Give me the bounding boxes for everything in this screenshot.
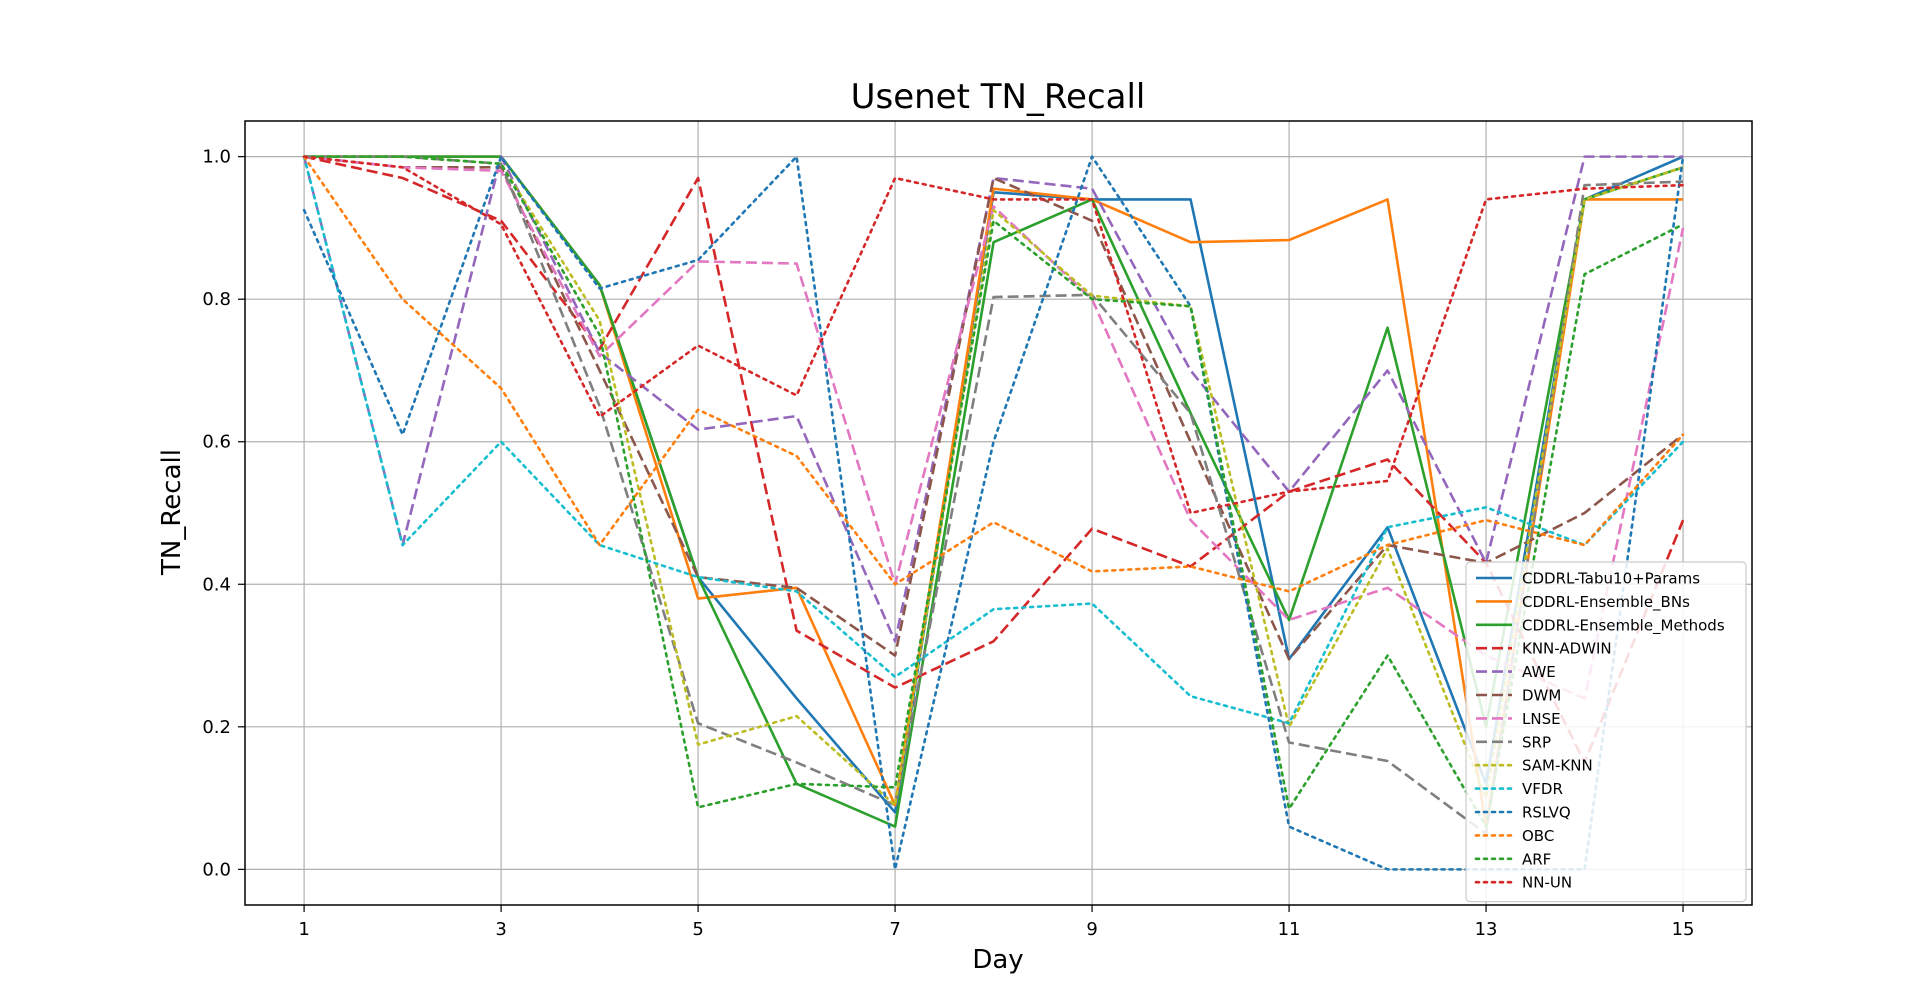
- legend: CDDRL-Tabu10+Params CDDRL-Ensemble_BNs CDD…: [1465, 561, 1747, 903]
- y-tick-label: 0.4: [202, 574, 231, 595]
- axis-ticks: 1 3 5 7 9 11 13 150.00.20.40.60.81.0: [202, 147, 1694, 940]
- series-line-knn-adwin: [303, 155, 1685, 764]
- x-tick-label: 15: [1672, 919, 1695, 940]
- legend-label: SRP: [1522, 733, 1551, 751]
- legend-label: VFDR: [1522, 780, 1563, 798]
- y-tick-label: 0.2: [202, 717, 231, 738]
- legend-label: LNSE: [1522, 710, 1561, 728]
- legend-label: SAM-KNN: [1522, 757, 1593, 775]
- series-line-sam-knn: [302, 155, 1685, 807]
- series-line-nn-un: [302, 155, 1685, 515]
- y-tick-label: 0.0: [202, 859, 231, 880]
- x-tick-label: 13: [1475, 919, 1498, 940]
- series-lines: [302, 155, 1685, 871]
- series-line-srp: [304, 155, 1684, 836]
- y-tick-label: 0.6: [202, 432, 231, 453]
- x-tick-label: 3: [495, 919, 506, 940]
- x-tick-label: 5: [692, 919, 703, 940]
- legend-label: ARF: [1522, 850, 1551, 868]
- x-tick-label: 7: [889, 919, 900, 940]
- legend-label: CDDRL-Ensemble_BNs: [1522, 593, 1690, 612]
- legend-label: CDDRL-Ensemble_Methods: [1522, 616, 1725, 635]
- y-axis-label: TN_Recall: [157, 449, 187, 576]
- legend-label: CDDRL-Tabu10+Params: [1522, 570, 1700, 588]
- series-line-obc: [302, 155, 1685, 593]
- series-line-rslvq: [302, 155, 1685, 871]
- legend-label: NN-UN: [1522, 874, 1572, 892]
- y-tick-label: 1.0: [202, 147, 231, 168]
- series-line-vfdr: [302, 155, 1685, 725]
- legend-label: KNN-ADWIN: [1522, 640, 1612, 658]
- legend-label: OBC: [1522, 827, 1554, 845]
- series-line-lnse: [303, 155, 1685, 700]
- legend-label: DWM: [1522, 687, 1561, 705]
- x-tick-label: 9: [1086, 919, 1097, 940]
- legend-label: AWE: [1522, 663, 1556, 681]
- plot-area-frame: [244, 120, 1753, 906]
- x-axis-label: Day: [972, 945, 1023, 975]
- y-tick-label: 0.8: [202, 289, 231, 310]
- x-tick-label: 11: [1278, 919, 1301, 940]
- series-line-arf: [302, 155, 1685, 828]
- x-tick-label: 1: [298, 919, 309, 940]
- series-line-dwm: [303, 155, 1684, 661]
- legend-label: RSLVQ: [1522, 804, 1571, 822]
- chart-title: Usenet TN_Recall: [851, 77, 1146, 117]
- legend-box: [1465, 561, 1747, 903]
